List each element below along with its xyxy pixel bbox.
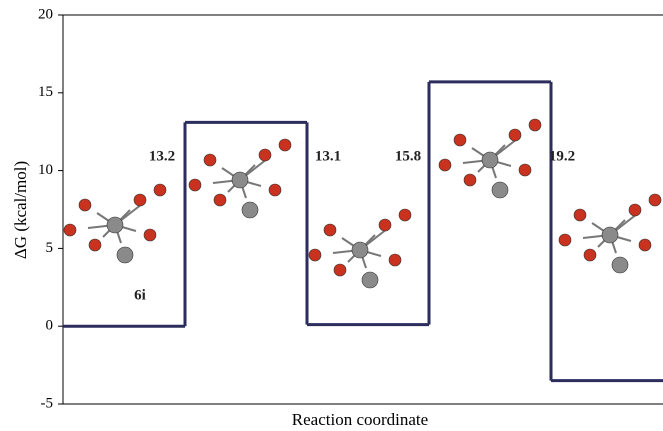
atom: [133, 193, 147, 207]
atom: [333, 263, 347, 277]
atom: [278, 138, 292, 152]
atom: [378, 218, 392, 232]
annotation: 19.2: [549, 148, 575, 164]
atom: [481, 151, 499, 169]
atom: [308, 248, 322, 262]
atom: [388, 253, 402, 267]
atom: [453, 133, 467, 147]
annotation: 13.1: [315, 148, 341, 164]
atom: [398, 208, 412, 222]
x-axis-title: Reaction coordinate: [292, 410, 428, 429]
atom: [153, 183, 167, 197]
atom: [63, 223, 77, 237]
atom: [611, 256, 629, 274]
atom: [203, 153, 217, 167]
annotation: 13.2: [149, 148, 175, 164]
atom: [78, 198, 92, 212]
atom: [351, 241, 369, 259]
y-tick-label: 0: [46, 318, 54, 334]
atom: [558, 233, 572, 247]
atom: [268, 183, 282, 197]
atom: [601, 226, 619, 244]
y-tick-label: 10: [38, 162, 53, 178]
atom: [88, 238, 102, 252]
atom: [231, 171, 249, 189]
atom: [528, 118, 542, 132]
atom: [491, 181, 509, 199]
y-tick-label: -5: [41, 395, 54, 411]
y-tick-label: 5: [46, 240, 54, 256]
y-axis-title: ΔG (kcal/mol): [11, 161, 30, 259]
y-tick-label: 15: [38, 84, 53, 100]
atom: [508, 128, 522, 142]
atom: [323, 223, 337, 237]
atom: [518, 163, 532, 177]
atom: [438, 158, 452, 172]
atom: [463, 173, 477, 187]
atom: [116, 246, 134, 264]
atom: [361, 271, 379, 289]
annotation: 15.8: [395, 148, 421, 164]
atom: [638, 238, 652, 252]
atom: [241, 201, 259, 219]
y-tick-label: 20: [38, 6, 53, 22]
atom: [106, 216, 124, 234]
atom: [648, 193, 662, 207]
atom: [628, 203, 642, 217]
annotation: 6i: [134, 287, 146, 303]
atom: [213, 193, 227, 207]
atom: [258, 148, 272, 162]
atom: [573, 208, 587, 222]
atom: [188, 178, 202, 192]
atom: [143, 228, 157, 242]
molecule-drawings: [63, 118, 662, 289]
atom: [583, 248, 597, 262]
